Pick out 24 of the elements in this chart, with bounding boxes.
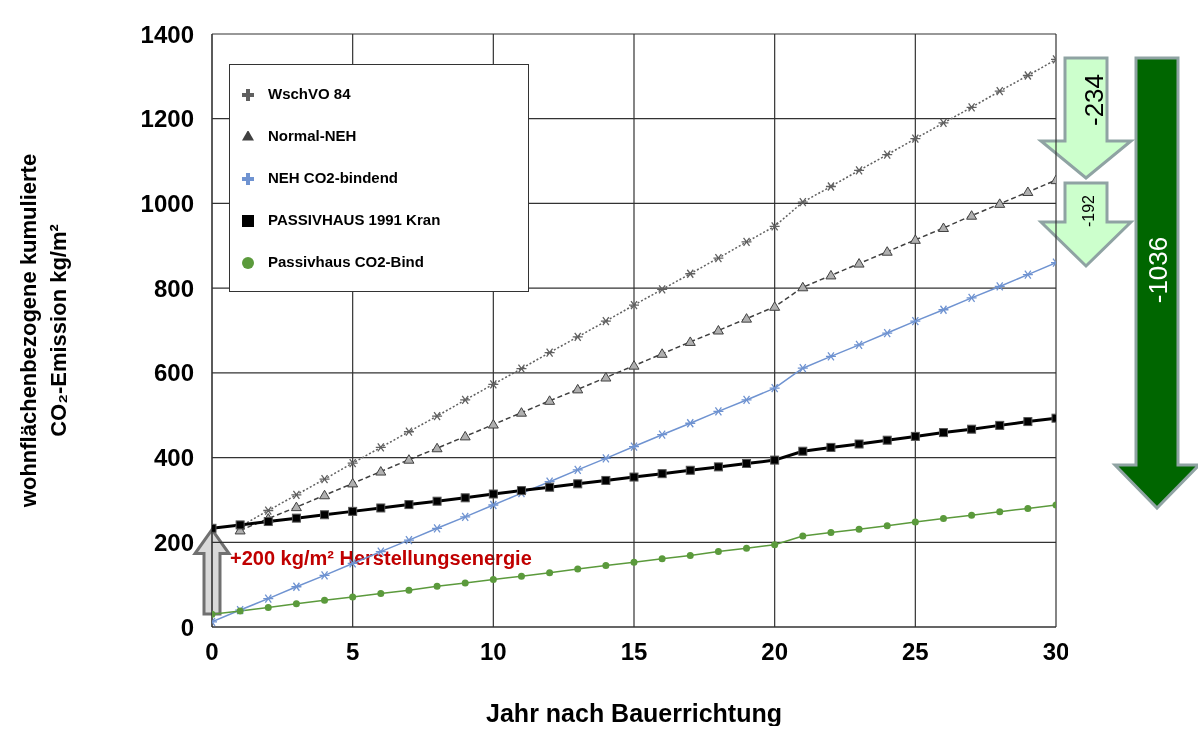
x-tick-label: 15 [620,638,648,666]
y-axis-title: wohnflächenbezogene kumulierte CO₂-Emission kg/m² [16,153,71,509]
x-tick-label: 10 [479,638,507,666]
legend-label: NEH CO2-bindend [268,169,398,186]
legend-label: Passivhaus CO2-Bind [268,253,424,270]
y-tick-label: 1000 [140,189,194,217]
y-tick-label: 1400 [140,20,194,48]
text: -1036 [1143,236,1173,304]
x-tick-label: 5 [345,638,360,666]
text: -234 [1079,73,1109,127]
x-tick-label: 30 [1042,638,1070,666]
y-tick-label: 1200 [140,105,194,133]
legend-label: PASSIVHAUS 1991 Kran [268,211,441,228]
text: -192 [1079,194,1097,228]
y-tick-label: 400 [153,444,194,472]
legend-label: Normal-NEH [268,127,357,144]
y-tick-label: 200 [153,528,194,556]
x-tick-label: 20 [761,638,789,666]
y-tick-label: 800 [153,274,194,302]
x-tick-label: 0 [205,638,219,666]
y-tick-label: 600 [153,359,194,387]
y-tick-label: 0 [180,613,194,641]
legend-label: WschVO 84 [268,85,351,102]
x-tick-label: 25 [901,638,929,666]
